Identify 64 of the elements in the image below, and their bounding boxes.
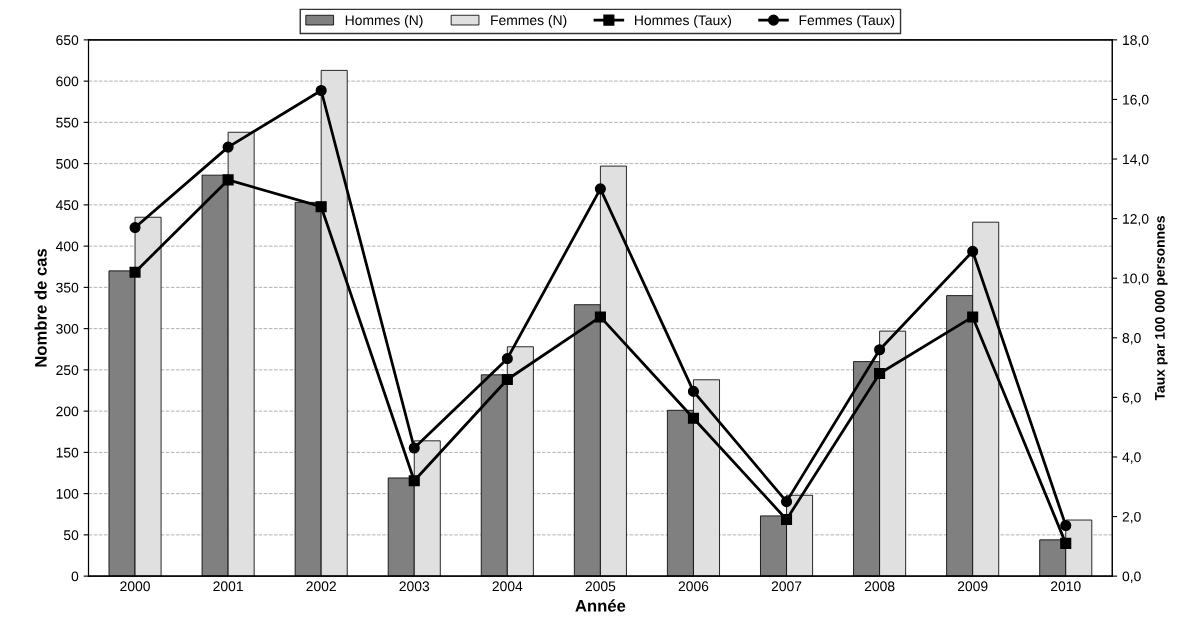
y-tick-label: 450 [55, 200, 79, 211]
y2-tick-label: 6,0 [1122, 392, 1141, 405]
y2-tick-label: 10,0 [1123, 273, 1149, 286]
legend-label: Hommes (Taux) [635, 14, 732, 28]
point [874, 344, 886, 356]
y2-axis-title: Taux par 100 000 personnes [1154, 216, 1168, 401]
y-tick-label: 550 [56, 117, 79, 128]
y-tick-label: 650 [56, 35, 79, 46]
y-tick-label: 0 [71, 571, 79, 582]
x-tick-label: 2007 [771, 581, 802, 592]
point [1060, 537, 1072, 549]
point [1060, 519, 1072, 532]
x-tick-label: 2008 [864, 581, 895, 592]
y2-tick-label: 14,0 [1123, 154, 1149, 166]
point [129, 266, 141, 278]
y-tick-label: 350 [56, 282, 79, 293]
x-tick-label: 2006 [678, 581, 709, 592]
y2-tick-label: 0,0 [1122, 571, 1141, 583]
y2-tick-label: 18,0 [1123, 35, 1149, 47]
point [687, 412, 700, 424]
y-tick-label: 50 [63, 530, 79, 541]
point [408, 442, 420, 454]
legend-label: Hommes (N) [345, 14, 423, 28]
point [967, 245, 979, 257]
x-tick-label: 2003 [399, 581, 430, 592]
point [315, 84, 327, 97]
point [222, 174, 234, 186]
x-tick-label: 2001 [213, 581, 243, 592]
point [222, 141, 234, 153]
x-tick-label: 2000 [120, 581, 150, 592]
y2-tick-label: 12,0 [1123, 213, 1149, 226]
y-tick-label: 100 [56, 488, 79, 499]
y-axis-title: Nombre de cas [34, 248, 47, 367]
y2-tick-label: 2,0 [1122, 511, 1141, 524]
point [967, 311, 979, 323]
point [780, 513, 793, 526]
y-tick-label: 500 [56, 158, 79, 169]
y-tick-label: 600 [56, 76, 79, 87]
point [501, 353, 513, 365]
x-tick-label: 2010 [1051, 581, 1081, 592]
y2-tick-label: 4,0 [1122, 452, 1141, 464]
y-tick-label: 150 [56, 447, 79, 458]
point [780, 496, 793, 508]
point [594, 311, 606, 323]
y-tick-label: 250 [56, 365, 79, 376]
y-tick-label: 300 [56, 323, 79, 334]
point [501, 373, 513, 386]
x-tick-label: 2002 [306, 581, 336, 592]
point [687, 385, 700, 397]
legend-label: Femmes (Taux) [799, 14, 895, 28]
y-tick-label: 200 [56, 406, 79, 417]
x-axis-title: Année [575, 599, 626, 612]
x-tick-label: 2009 [957, 581, 988, 592]
x-tick-label: 2005 [585, 581, 616, 592]
y-tick-label: 400 [55, 241, 79, 252]
point [129, 222, 141, 234]
x-tick-label: 2004 [492, 581, 523, 592]
y2-tick-label: 8,0 [1122, 333, 1141, 345]
point [408, 475, 420, 487]
point [315, 201, 327, 213]
y2-tick-label: 16,0 [1123, 94, 1149, 107]
point [874, 367, 886, 380]
legend-label: Femmes (N) [491, 14, 567, 28]
point [594, 183, 606, 195]
